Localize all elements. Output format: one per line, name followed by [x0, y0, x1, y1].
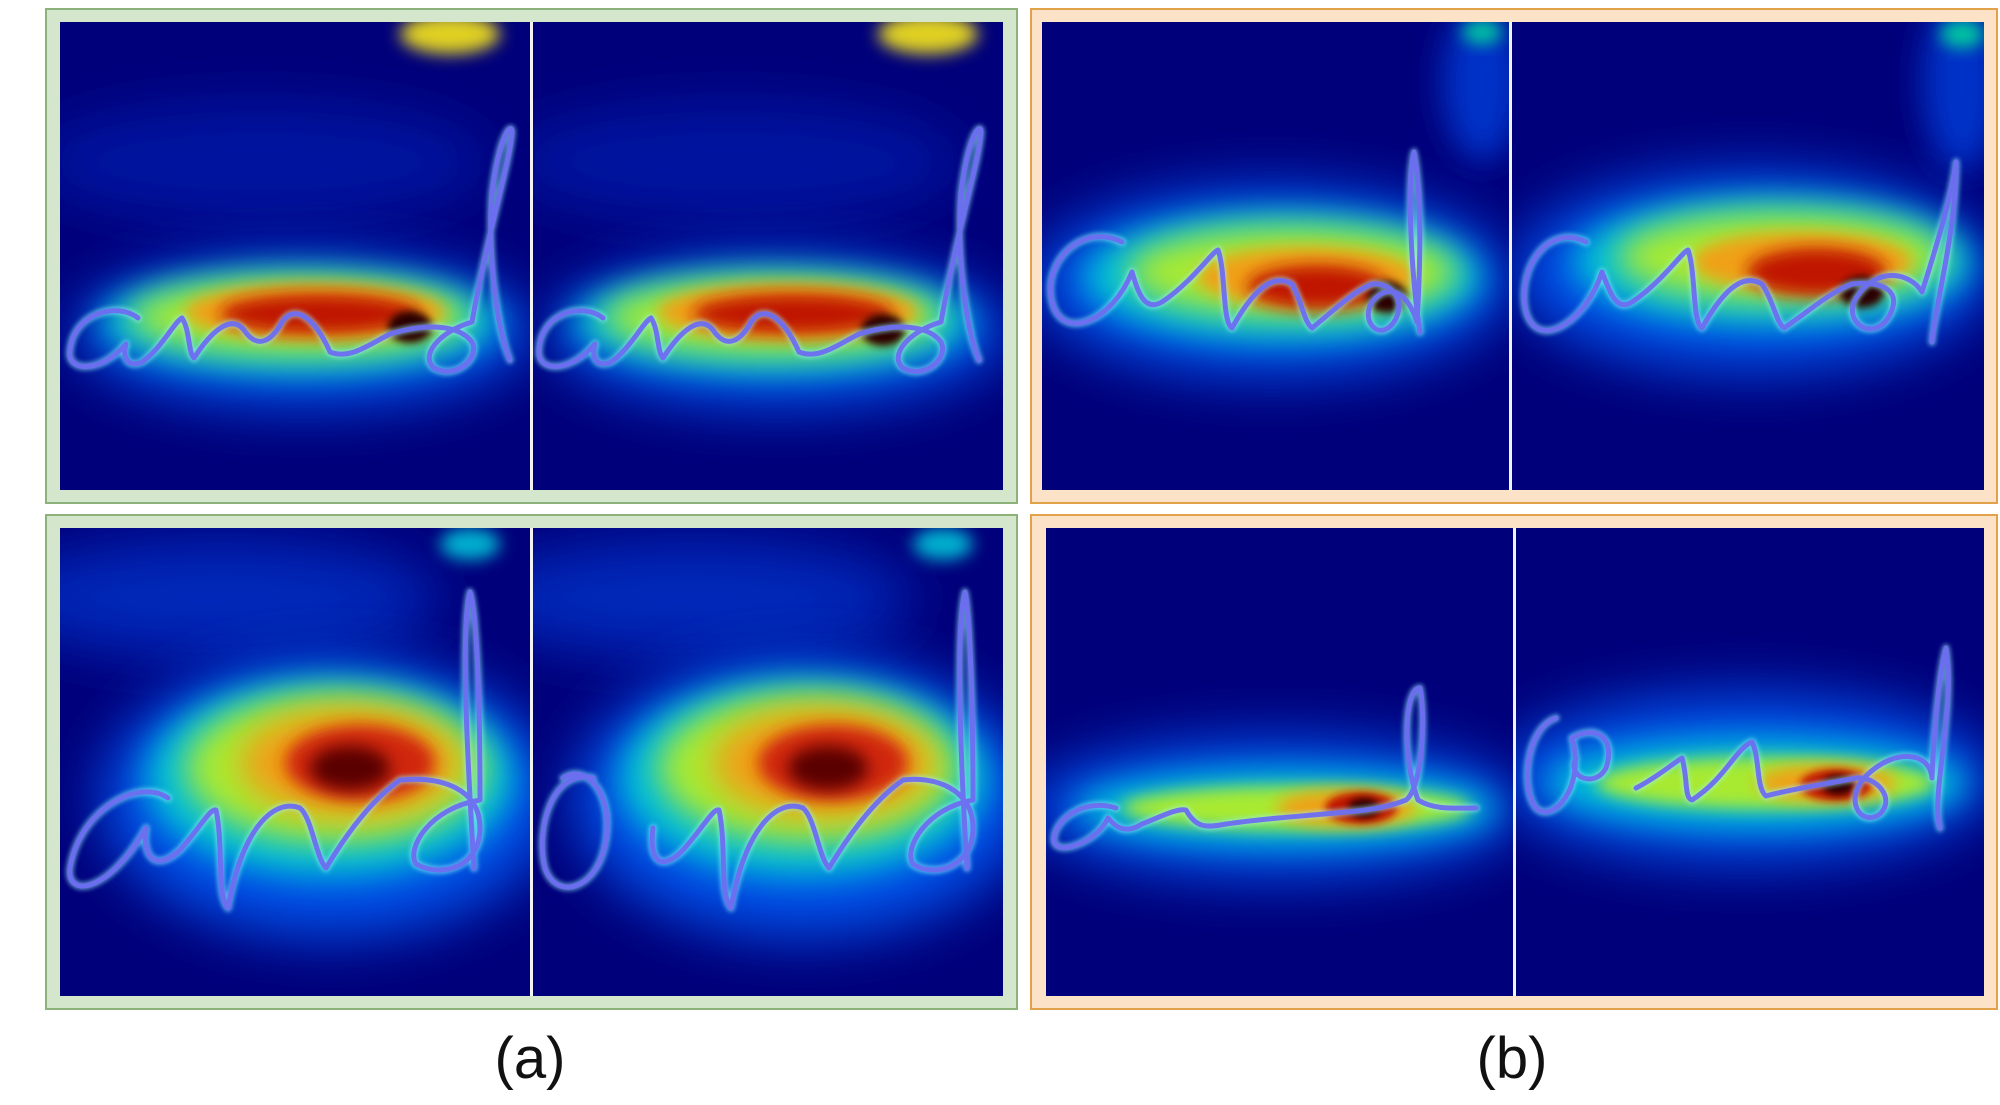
- heatmap-a-row2-right: [533, 528, 1003, 996]
- heatmap-a-row2-left: [60, 528, 530, 996]
- heatmap-a-row1-right: [533, 22, 1003, 490]
- divider-b-row1: [1509, 22, 1512, 490]
- caption-b: (b): [1476, 1026, 1548, 1091]
- heatmap-b-row2-right: [1516, 528, 1984, 996]
- divider-a-row2: [530, 528, 533, 996]
- divider-a-row1: [530, 22, 533, 490]
- heatmap-b-row2-left: [1046, 528, 1513, 996]
- heatmap-b-row1-left: [1042, 22, 1509, 490]
- heatmap-b-row1-right: [1512, 22, 1984, 490]
- heatmap-a-row1-left: [60, 22, 530, 490]
- caption-a: (a): [494, 1026, 566, 1091]
- divider-b-row2: [1513, 528, 1516, 996]
